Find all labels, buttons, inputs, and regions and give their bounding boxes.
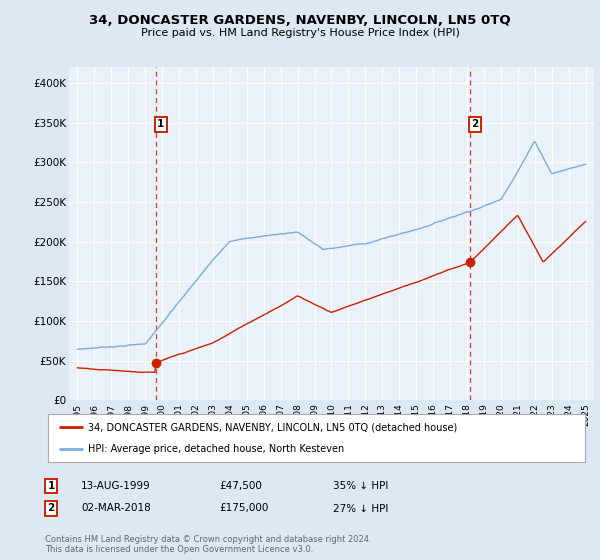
Text: £175,000: £175,000 <box>219 503 268 514</box>
Text: 34, DONCASTER GARDENS, NAVENBY, LINCOLN, LN5 0TQ (detached house): 34, DONCASTER GARDENS, NAVENBY, LINCOLN,… <box>88 422 458 432</box>
Text: 2: 2 <box>47 503 55 514</box>
Text: 35% ↓ HPI: 35% ↓ HPI <box>333 481 388 491</box>
Text: 1: 1 <box>157 119 164 129</box>
Text: 2: 2 <box>472 119 479 129</box>
Text: 13-AUG-1999: 13-AUG-1999 <box>81 481 151 491</box>
Text: 1: 1 <box>47 481 55 491</box>
Text: HPI: Average price, detached house, North Kesteven: HPI: Average price, detached house, Nort… <box>88 444 344 454</box>
Text: 34, DONCASTER GARDENS, NAVENBY, LINCOLN, LN5 0TQ: 34, DONCASTER GARDENS, NAVENBY, LINCOLN,… <box>89 14 511 27</box>
Text: £47,500: £47,500 <box>219 481 262 491</box>
Text: 02-MAR-2018: 02-MAR-2018 <box>81 503 151 514</box>
Text: Price paid vs. HM Land Registry's House Price Index (HPI): Price paid vs. HM Land Registry's House … <box>140 28 460 38</box>
Text: Contains HM Land Registry data © Crown copyright and database right 2024.
This d: Contains HM Land Registry data © Crown c… <box>45 535 371 554</box>
Text: 27% ↓ HPI: 27% ↓ HPI <box>333 503 388 514</box>
